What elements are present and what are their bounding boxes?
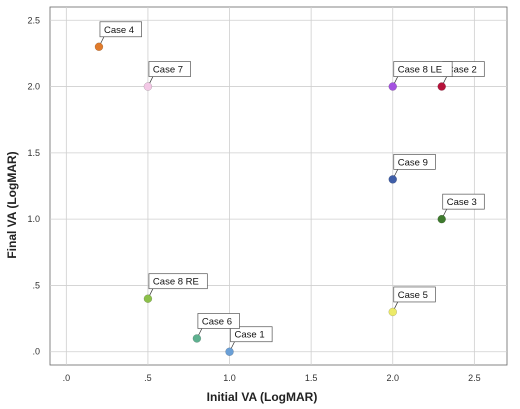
y-tick-label: 2.5 (27, 15, 40, 25)
point-label: Case 7 (153, 65, 183, 76)
point-label-box (230, 326, 273, 343)
data-point-group: Case 1 (225, 326, 273, 356)
scatter-point (225, 347, 234, 356)
x-tick-label: .0 (63, 373, 71, 383)
point-label: Case 8 LE (398, 65, 442, 76)
point-label: Case 5 (398, 290, 428, 301)
point-label: Case 1 (235, 330, 265, 341)
data-point-group: Case 6 (192, 313, 240, 343)
point-label: Case 4 (104, 25, 134, 36)
data-point-group: Case 5 (388, 286, 436, 317)
data-point-group: Case 7 (143, 61, 191, 91)
x-tick-label: 1.0 (223, 373, 236, 383)
plot-area (49, 6, 508, 366)
x-tick-label: .5 (144, 373, 152, 383)
data-point-group: Case 3 (437, 193, 485, 224)
point-label: Case 2 (447, 65, 477, 76)
data-point-group: Case 8 LE (388, 61, 453, 91)
scatter-point (437, 82, 446, 91)
data-point-group: Case 8 RE (143, 273, 208, 303)
y-axis-label: Final VA (LogMAR) (5, 151, 19, 258)
point-label: Case 3 (447, 197, 477, 208)
x-tick-label: 2.5 (468, 373, 481, 383)
data-points: Case 1 Case 2 Case 3 Case 4 Case 5 Case 6 Case… (94, 21, 485, 356)
scatter-point (388, 307, 397, 317)
x-axis-label: Initial VA (LogMAR) (207, 390, 318, 404)
point-label-box (99, 21, 142, 38)
x-tick-label: 1.5 (305, 373, 318, 383)
point-label-box (393, 61, 453, 77)
point-label: Case 9 (398, 157, 428, 168)
x-tick-labels: .0 .5 1.0 1.5 2.0 2.5 (63, 373, 481, 383)
data-point-group: Case 2 (437, 61, 485, 91)
y-tick-labels: .0 .5 1.0 1.5 2.0 2.5 (27, 15, 40, 356)
point-label-box (148, 273, 208, 290)
scatter-point (388, 82, 397, 91)
y-tick-label: .0 (32, 347, 40, 357)
y-tick-label: 1.5 (27, 148, 40, 158)
data-point-group: Case 9 (388, 154, 436, 184)
scatter-point (143, 82, 153, 91)
point-label-box (442, 193, 485, 210)
scatter-point (94, 42, 104, 52)
y-tick-label: .5 (32, 280, 40, 290)
scatter-point (143, 294, 153, 303)
scatter-point (192, 334, 202, 343)
scatter-point (388, 175, 397, 184)
point-label-box (393, 286, 436, 303)
x-tick-label: 2.0 (386, 373, 399, 383)
y-tick-label: 2.0 (27, 82, 40, 92)
point-label-box (197, 313, 240, 329)
point-label: Case 6 (202, 316, 232, 327)
y-tick-label: 1.0 (27, 214, 40, 224)
point-label-box (148, 61, 191, 77)
scatter-point (437, 214, 446, 224)
data-point-group: Case 4 (94, 21, 142, 52)
point-label-box (393, 154, 436, 170)
point-label: Case 8 RE (153, 277, 199, 288)
